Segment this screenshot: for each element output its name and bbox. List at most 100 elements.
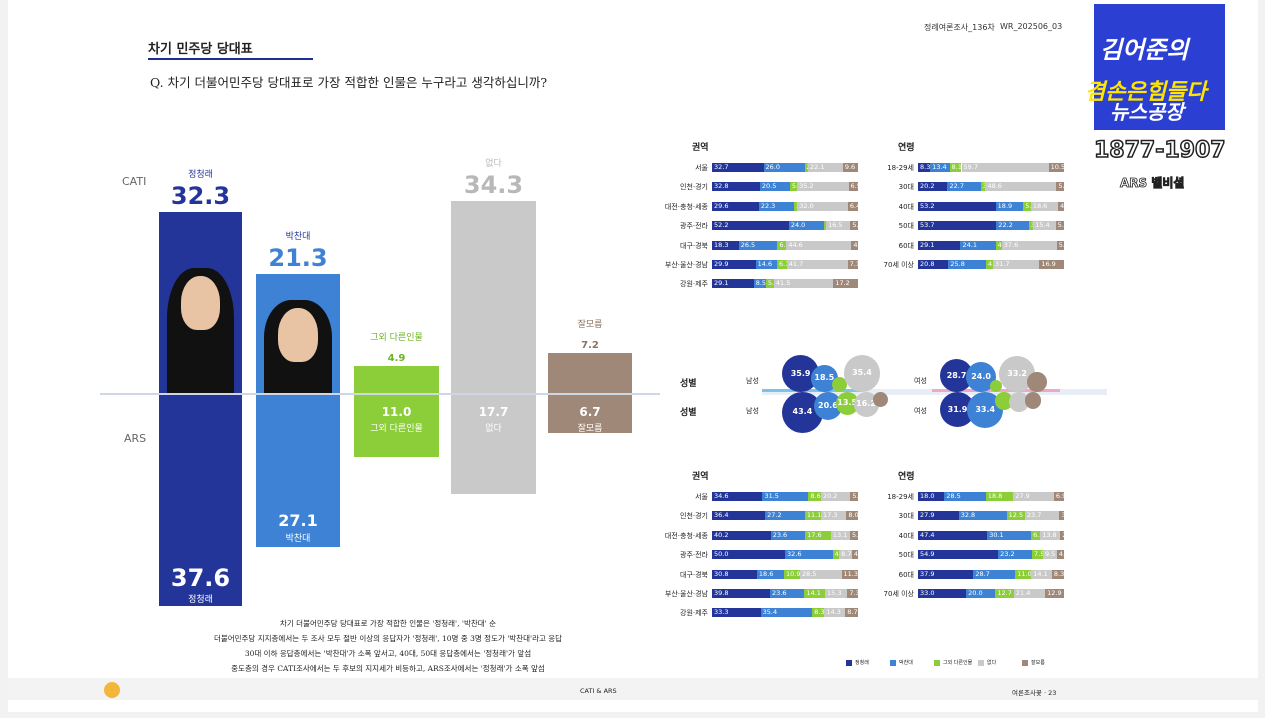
ars-bar	[548, 395, 632, 433]
stack-segment: 3.0	[1028, 221, 1034, 231]
gender-title-ars: 성별	[680, 408, 697, 418]
stack-segment: 8.3	[812, 608, 825, 618]
stack-segment: 32.7	[712, 163, 764, 172]
stack-segment: 29.1	[712, 279, 754, 289]
stack-segment: 5.2	[1023, 201, 1031, 211]
legend-swatch	[934, 659, 940, 666]
stack-segment: 24.1	[960, 240, 996, 250]
stack-segment: 2.0	[794, 201, 798, 211]
stack-segment: 39.8	[712, 589, 771, 598]
stack-segment: 13.4	[930, 163, 950, 172]
stack-segment: 33.3	[712, 608, 761, 618]
cati-value-label: 7.2	[581, 339, 599, 351]
stack-segment: 7.3	[847, 589, 858, 598]
legend-label: 정청래	[855, 660, 869, 666]
gender-bubble: 13.5	[835, 392, 859, 415]
cati-label: CATI	[122, 175, 147, 188]
stack-segment: 6.4	[847, 201, 858, 211]
stack-segment: 18.6	[756, 569, 785, 579]
gender-bubble: 5.9	[831, 376, 847, 392]
ars-label: ARS 벨비셜	[1120, 176, 1185, 191]
stack-segment: 53.7	[918, 221, 997, 231]
stack-segment: 23.2	[998, 550, 1032, 560]
stack-segment: 35.2	[797, 182, 849, 192]
row-label: 부산·울산·경남	[664, 590, 708, 598]
gender-bubble: 28.7	[940, 358, 974, 392]
gender-bubble: 4.0	[989, 379, 1002, 392]
stack-segment: 8.6	[808, 492, 821, 501]
stack-segment: 5.6	[765, 279, 774, 289]
row-label: 60대	[898, 241, 914, 250]
ars-name-label: 잘모름	[577, 424, 603, 434]
stack-segment: 20.2	[918, 182, 948, 192]
survey-question: Q. 차기 더불어민주당 당대표로 가장 적합한 인물은 누구라고 생각하십니까…	[150, 75, 548, 90]
gender-bubble: 10.1	[1027, 372, 1047, 392]
row-label: 70세 이상	[883, 590, 914, 598]
stack-segment: 20.5	[759, 182, 790, 192]
page-footer	[8, 678, 1258, 700]
legend-swatch	[978, 659, 984, 666]
stack-segment: 3.1	[1059, 511, 1064, 521]
stack-segment: 4.1	[1058, 201, 1064, 211]
stack-segment: 10.5	[1048, 163, 1064, 172]
stack-segment: 27.9	[1013, 492, 1054, 501]
stack-segment: 37.9	[918, 569, 974, 579]
stack-segment: 17.2	[833, 279, 858, 289]
ars-bar	[451, 395, 536, 495]
stack-segment: 8.3	[918, 163, 931, 172]
stack-segment: 22.2	[996, 221, 1029, 231]
cati-name-label: 그외 다른인물	[370, 332, 423, 343]
cati-name-label: 박찬대	[285, 231, 311, 242]
stack-segment: 15.3	[825, 589, 848, 598]
stack-segment: 30.8	[712, 569, 757, 579]
stack-segment: 50.0	[712, 550, 785, 560]
ars-bar	[354, 395, 439, 457]
stack-segment: 12.9	[1045, 589, 1064, 598]
cati-value-label: 21.3	[268, 243, 328, 272]
stack-segment: 31.5	[762, 492, 809, 501]
stack-segment: 21.4	[1013, 589, 1046, 598]
stack-segment: 13.1	[830, 530, 850, 540]
row-label: 40대	[898, 202, 914, 211]
ars-value-label: 17.7	[478, 405, 509, 419]
stack-segment: 15.4	[1033, 221, 1056, 231]
ars-phone-number: 1877-1907	[1093, 137, 1226, 164]
stack-segment: 20.0	[966, 589, 996, 598]
note-line: 차기 더불어민주당 당대표로 가장 적합한 인물은 '정청래', '박찬대' 순	[279, 619, 496, 628]
ars-bar	[256, 395, 340, 547]
gender-male-label-ars: 남성	[746, 407, 759, 415]
stack-segment: 18.9	[995, 201, 1024, 211]
ars-name-label: 그외 다른인물	[370, 424, 423, 434]
row-label: 서울	[695, 164, 708, 172]
note-line: 30대 이하 응답층에서는 '박찬대'가 소폭 앞서고, 40대, 50대 응답…	[244, 649, 532, 658]
cati-ars-divider	[100, 393, 660, 395]
row-label: 대전·충청·세종	[664, 202, 708, 211]
stack-segment: 32.6	[785, 550, 833, 560]
stack-segment: 10.9	[784, 569, 800, 579]
stack-segment: 5.2	[850, 492, 858, 501]
stack-segment: 4.5	[851, 240, 858, 250]
stack-segment: 18.6	[1030, 201, 1058, 211]
stack-segment: 5.5	[849, 530, 858, 540]
row-label: 인천·경기	[680, 183, 708, 192]
ars-value-label: 11.0	[381, 405, 412, 419]
cati-name-label: 정청래	[188, 170, 213, 181]
stack-segment: 48.6	[985, 182, 1057, 192]
stack-segment: 18.0	[918, 492, 945, 501]
row-label: 대구·경북	[680, 241, 708, 250]
gender-axis-male	[762, 389, 862, 392]
ars-bar	[159, 395, 242, 606]
stack-segment: 23.7	[1024, 511, 1060, 521]
stack-segment: 6.9	[1053, 492, 1064, 501]
legend-label: 그외 다른인물	[943, 660, 973, 666]
row-label: 부산·울산·경남	[664, 261, 708, 269]
logo-line-3: 뉴스공장	[1110, 100, 1184, 124]
stack-segment: 28.5	[944, 492, 986, 501]
stack-segment: 52.2	[712, 221, 789, 231]
stack-segment: 22.1	[808, 163, 843, 172]
portrait-face	[278, 308, 318, 362]
page-title: 차기 민주당 당대표	[148, 42, 253, 57]
row-label: 30대	[898, 512, 914, 521]
note-line: 중도층의 경우 CATI조사에서는 두 후보의 지지세가 비등하고, ARS조사…	[231, 664, 545, 673]
footer-page: 여론조사꽃 · 23	[1012, 689, 1057, 697]
